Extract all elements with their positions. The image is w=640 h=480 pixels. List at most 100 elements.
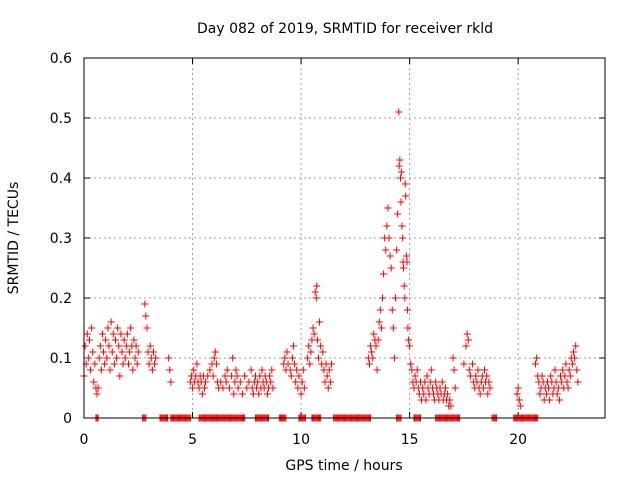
data-point <box>133 360 141 368</box>
data-point <box>113 354 121 362</box>
data-point <box>405 336 413 344</box>
data-point <box>293 366 301 374</box>
data-point <box>533 354 541 362</box>
data-point <box>93 390 101 398</box>
data-point <box>563 378 571 386</box>
data-point <box>307 348 315 356</box>
data-point <box>295 372 303 380</box>
data-point <box>447 402 455 410</box>
x-tick-label: 20 <box>509 432 527 448</box>
data-point <box>394 210 402 218</box>
data-point <box>384 204 392 212</box>
data-point <box>269 384 277 392</box>
x-axis-label: GPS time / hours <box>285 458 402 474</box>
data-point <box>120 336 128 344</box>
data-point <box>386 252 394 260</box>
data-point <box>432 378 440 386</box>
data-point <box>258 366 266 374</box>
data-point <box>211 348 219 356</box>
data-point <box>374 336 382 344</box>
data-point <box>484 390 492 398</box>
data-point <box>263 390 271 398</box>
data-point <box>383 222 391 230</box>
data-point <box>100 348 108 356</box>
data-point <box>463 330 471 338</box>
data-point <box>297 390 305 398</box>
data-point <box>444 390 452 398</box>
data-point <box>134 348 142 356</box>
axes: 0 0.1 0.2 0.3 0.4 0.5 0.6 0 5 10 15 20 <box>50 51 605 448</box>
data-point <box>85 336 93 344</box>
data-point <box>398 222 406 230</box>
data-point <box>81 342 89 350</box>
data-point <box>141 300 149 308</box>
data-point <box>476 390 484 398</box>
data-point <box>287 372 295 380</box>
data-point <box>479 384 487 392</box>
data-point <box>474 366 482 374</box>
data-point <box>369 354 377 362</box>
data-point <box>316 318 324 326</box>
data-point <box>536 390 544 398</box>
data-point <box>392 294 400 302</box>
data-point <box>309 324 317 332</box>
data-point <box>564 384 572 392</box>
data-point <box>399 234 407 242</box>
data-point <box>255 390 263 398</box>
data-point <box>87 366 95 374</box>
data-point <box>411 372 419 380</box>
data-point <box>230 390 238 398</box>
data-point <box>91 360 99 368</box>
data-point <box>102 336 110 344</box>
data-point <box>481 366 489 374</box>
data-point <box>129 366 137 374</box>
data-point <box>395 108 403 116</box>
data-point <box>221 372 229 380</box>
data-point <box>165 354 173 362</box>
data-point <box>317 342 325 350</box>
data-point <box>406 342 414 350</box>
data-point <box>427 366 435 374</box>
data-point <box>294 384 302 392</box>
data-point <box>105 342 113 350</box>
data-point <box>376 306 384 314</box>
data-point <box>283 348 291 356</box>
data-point <box>553 390 561 398</box>
data-point <box>110 360 118 368</box>
data-point <box>130 336 138 344</box>
data-point <box>400 282 408 290</box>
data-point <box>389 324 397 332</box>
data-point <box>441 384 449 392</box>
data-point <box>306 360 314 368</box>
data-point <box>547 372 555 380</box>
data-point <box>395 162 403 170</box>
data-point <box>313 282 321 290</box>
data-point <box>538 372 546 380</box>
y-tick-label: 0.1 <box>50 351 72 367</box>
data-point <box>241 372 249 380</box>
data-point <box>107 318 115 326</box>
data-point <box>483 372 491 380</box>
data-point <box>111 336 119 344</box>
data-point <box>486 384 494 392</box>
data-point <box>225 384 233 392</box>
data-point <box>284 360 292 368</box>
plot-frame <box>83 57 606 419</box>
data-point <box>402 252 410 260</box>
data-point <box>299 366 307 374</box>
data-point <box>514 384 522 392</box>
data-point <box>450 366 458 374</box>
data-point <box>516 402 524 410</box>
data-point <box>212 360 220 368</box>
data-point <box>151 360 159 368</box>
y-tick-label: 0 <box>63 411 72 427</box>
data-point <box>313 336 321 344</box>
y-tick-label: 0.4 <box>50 171 72 187</box>
data-point <box>377 324 385 332</box>
data-point <box>555 396 563 404</box>
data-point <box>570 348 578 356</box>
data-point <box>238 390 246 398</box>
data-point <box>146 342 154 350</box>
data-point <box>96 342 104 350</box>
data-point <box>465 366 473 374</box>
